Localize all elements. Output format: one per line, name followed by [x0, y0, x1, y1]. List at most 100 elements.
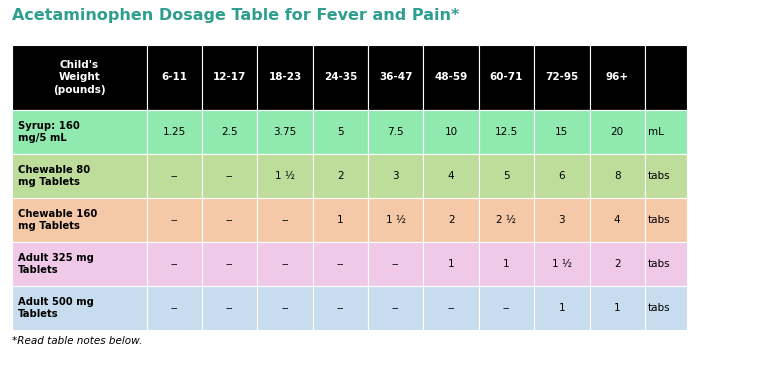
Bar	[368, 45, 424, 110]
Bar	[534, 286, 590, 330]
Text: Syrup: 160
mg/5 mL: Syrup: 160 mg/5 mL	[18, 121, 80, 143]
Bar	[258, 154, 313, 198]
Bar	[202, 286, 258, 330]
Bar	[479, 45, 534, 110]
Bar	[202, 154, 258, 198]
Bar	[147, 242, 202, 286]
Text: 3.75: 3.75	[273, 127, 297, 137]
Text: 1: 1	[448, 259, 454, 269]
Bar	[590, 110, 645, 154]
Bar	[479, 198, 534, 242]
Text: Adult 325 mg
Tablets: Adult 325 mg Tablets	[18, 253, 94, 275]
Bar	[258, 286, 313, 330]
Text: tabs: tabs	[648, 259, 671, 269]
Bar	[368, 110, 424, 154]
Bar	[368, 154, 424, 198]
Text: --: --	[171, 303, 178, 313]
Text: 20: 20	[611, 127, 624, 137]
Bar	[479, 242, 534, 286]
Text: --: --	[503, 303, 510, 313]
Text: 1: 1	[614, 303, 621, 313]
Bar	[645, 154, 687, 198]
Bar	[147, 110, 202, 154]
Bar	[424, 154, 479, 198]
Bar	[368, 286, 424, 330]
Bar	[202, 198, 258, 242]
Text: Acetaminophen Dosage Table for Fever and Pain*: Acetaminophen Dosage Table for Fever and…	[12, 8, 459, 23]
Bar	[424, 45, 479, 110]
Text: 5: 5	[337, 127, 344, 137]
Bar	[12, 110, 147, 154]
Text: 1: 1	[503, 259, 510, 269]
Bar	[313, 286, 368, 330]
Text: --: --	[171, 259, 178, 269]
Bar	[534, 110, 590, 154]
Bar	[258, 45, 313, 110]
Bar	[645, 45, 687, 110]
Text: 12.5: 12.5	[494, 127, 518, 137]
Text: mL: mL	[648, 127, 664, 137]
Text: 6-11: 6-11	[161, 72, 188, 83]
Bar	[645, 286, 687, 330]
Text: 12-17: 12-17	[213, 72, 246, 83]
Text: 18-23: 18-23	[268, 72, 301, 83]
Bar	[424, 242, 479, 286]
Bar	[313, 242, 368, 286]
Bar	[590, 286, 645, 330]
Bar	[534, 242, 590, 286]
Text: 5: 5	[503, 171, 510, 181]
Bar	[645, 242, 687, 286]
Bar	[479, 110, 534, 154]
Bar	[313, 198, 368, 242]
Text: 2: 2	[337, 171, 344, 181]
Text: 2: 2	[448, 215, 454, 225]
Text: 1 ½: 1 ½	[552, 259, 572, 269]
Bar	[12, 286, 147, 330]
Text: Chewable 160
mg Tablets: Chewable 160 mg Tablets	[18, 209, 97, 231]
Bar	[645, 198, 687, 242]
Text: 4: 4	[614, 215, 621, 225]
Text: --: --	[281, 215, 288, 225]
Bar	[534, 45, 590, 110]
Text: 2 ½: 2 ½	[497, 215, 517, 225]
Text: tabs: tabs	[648, 215, 671, 225]
Text: 6: 6	[558, 171, 565, 181]
Bar	[313, 154, 368, 198]
Text: Child's
Weight
(pounds): Child's Weight (pounds)	[53, 60, 105, 95]
Text: Chewable 80
mg Tablets: Chewable 80 mg Tablets	[18, 165, 90, 187]
Bar	[12, 242, 147, 286]
Bar	[313, 110, 368, 154]
Text: --: --	[171, 215, 178, 225]
Bar	[313, 45, 368, 110]
Text: tabs: tabs	[648, 303, 671, 313]
Bar	[590, 45, 645, 110]
Text: 60-71: 60-71	[490, 72, 523, 83]
Text: --: --	[392, 303, 399, 313]
Text: 96+: 96+	[606, 72, 629, 83]
Text: --: --	[226, 303, 233, 313]
Bar	[645, 110, 687, 154]
Text: --: --	[337, 259, 344, 269]
Bar	[479, 286, 534, 330]
Bar	[590, 242, 645, 286]
Text: 3: 3	[392, 171, 399, 181]
Bar	[534, 198, 590, 242]
Text: 1: 1	[337, 215, 344, 225]
Bar	[202, 45, 258, 110]
Text: 4: 4	[448, 171, 454, 181]
Bar	[202, 110, 258, 154]
Bar	[12, 198, 147, 242]
Text: 15: 15	[555, 127, 568, 137]
Bar	[12, 45, 147, 110]
Text: --: --	[226, 171, 233, 181]
Bar	[479, 154, 534, 198]
Text: 1 ½: 1 ½	[386, 215, 406, 225]
Text: 36-47: 36-47	[379, 72, 412, 83]
Text: *Read table notes below.: *Read table notes below.	[12, 336, 142, 346]
Text: Adult 500 mg
Tablets: Adult 500 mg Tablets	[18, 297, 94, 319]
Text: --: --	[281, 303, 288, 313]
Bar	[147, 45, 202, 110]
Text: --: --	[226, 259, 233, 269]
Text: --: --	[226, 215, 233, 225]
Text: 1.25: 1.25	[162, 127, 186, 137]
